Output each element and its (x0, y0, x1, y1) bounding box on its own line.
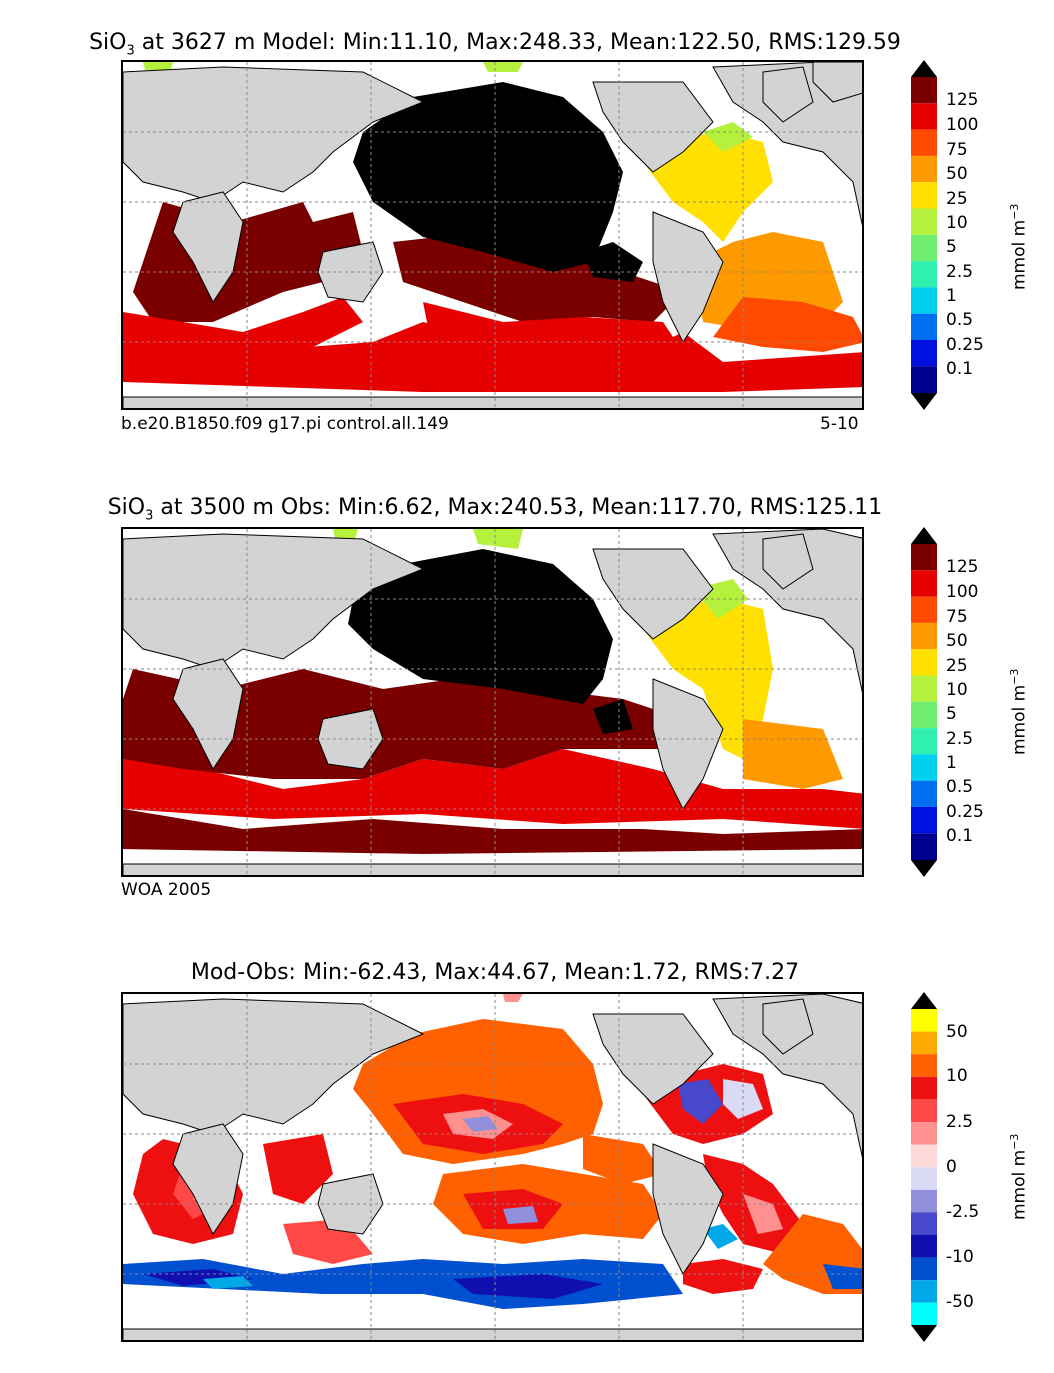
colorbar-tick: 100 (946, 582, 979, 602)
colorbar-tick: 10 (946, 680, 968, 700)
colorbar-tick: 5 (946, 237, 957, 257)
obs-units-label: mmol m−3 (1008, 668, 1030, 755)
colorbar-tick: 0.1 (946, 359, 974, 379)
colorbar-tick: 0.5 (946, 777, 974, 797)
colorbar-tick: 100 (946, 115, 979, 135)
colorbar-tick: 10 (946, 213, 968, 233)
colorbar-tick: 0 (946, 1157, 957, 1177)
model-title: SiO3 at 3627 m Model: Min:11.10, Max:248… (89, 30, 901, 59)
obs-colorbar (911, 527, 937, 877)
colorbar-tick: 75 (946, 140, 968, 160)
diff-units-label: mmol m−3 (1008, 1133, 1030, 1220)
obs-source: WOA 2005 (121, 880, 212, 900)
colorbar-tick: -10 (946, 1247, 974, 1267)
colorbar-tick: 25 (946, 189, 968, 209)
colorbar-tick: 50 (946, 164, 968, 184)
model-case-name: b.e20.B1850.f09 g17.pi control.all.149 (121, 414, 449, 434)
diff-colorbar (911, 992, 937, 1342)
colorbar-tick: -50 (946, 1292, 974, 1312)
model-panel: SiO3 at 3627 m Model: Min:11.10, Max:248… (0, 0, 1054, 460)
colorbar-tick: 0.5 (946, 310, 974, 330)
model-colorbar (911, 60, 937, 410)
colorbar-tick: 75 (946, 607, 968, 627)
diff-panel: Mod-Obs: Min:-62.43, Max:44.67, Mean:1.7… (0, 930, 1054, 1373)
colorbar-tick: -2.5 (946, 1202, 980, 1222)
colorbar-tick: 0.25 (946, 802, 984, 822)
colorbar-tick: 125 (946, 90, 979, 110)
obs-panel: SiO3 at 3500 m Obs: Min:6.62, Max:240.53… (0, 465, 1054, 925)
colorbar-tick: 25 (946, 656, 968, 676)
colorbar-tick: 125 (946, 557, 979, 577)
colorbar-tick: 5 (946, 704, 957, 724)
model-units-label: mmol m−3 (1008, 203, 1030, 290)
colorbar-tick: 2.5 (946, 262, 974, 282)
colorbar-tick: 2.5 (946, 1112, 974, 1132)
colorbar-tick: 1 (946, 286, 957, 306)
model-colorbar-swatches (911, 77, 937, 393)
model-years: 5-10 (820, 414, 859, 434)
colorbar-tick: 50 (946, 1022, 968, 1042)
colorbar-tick: 0.1 (946, 826, 974, 846)
colorbar-tick: 50 (946, 631, 968, 651)
colorbar-tick: 1 (946, 753, 957, 773)
colorbar-tick: 2.5 (946, 729, 974, 749)
obs-map (121, 527, 864, 877)
colorbar-tick: 10 (946, 1066, 968, 1086)
obs-title: SiO3 at 3500 m Obs: Min:6.62, Max:240.53… (107, 495, 883, 524)
diff-map (121, 992, 864, 1342)
diff-title: Mod-Obs: Min:-62.43, Max:44.67, Mean:1.7… (190, 960, 800, 985)
model-map (121, 60, 864, 410)
colorbar-tick: 0.25 (946, 335, 984, 355)
